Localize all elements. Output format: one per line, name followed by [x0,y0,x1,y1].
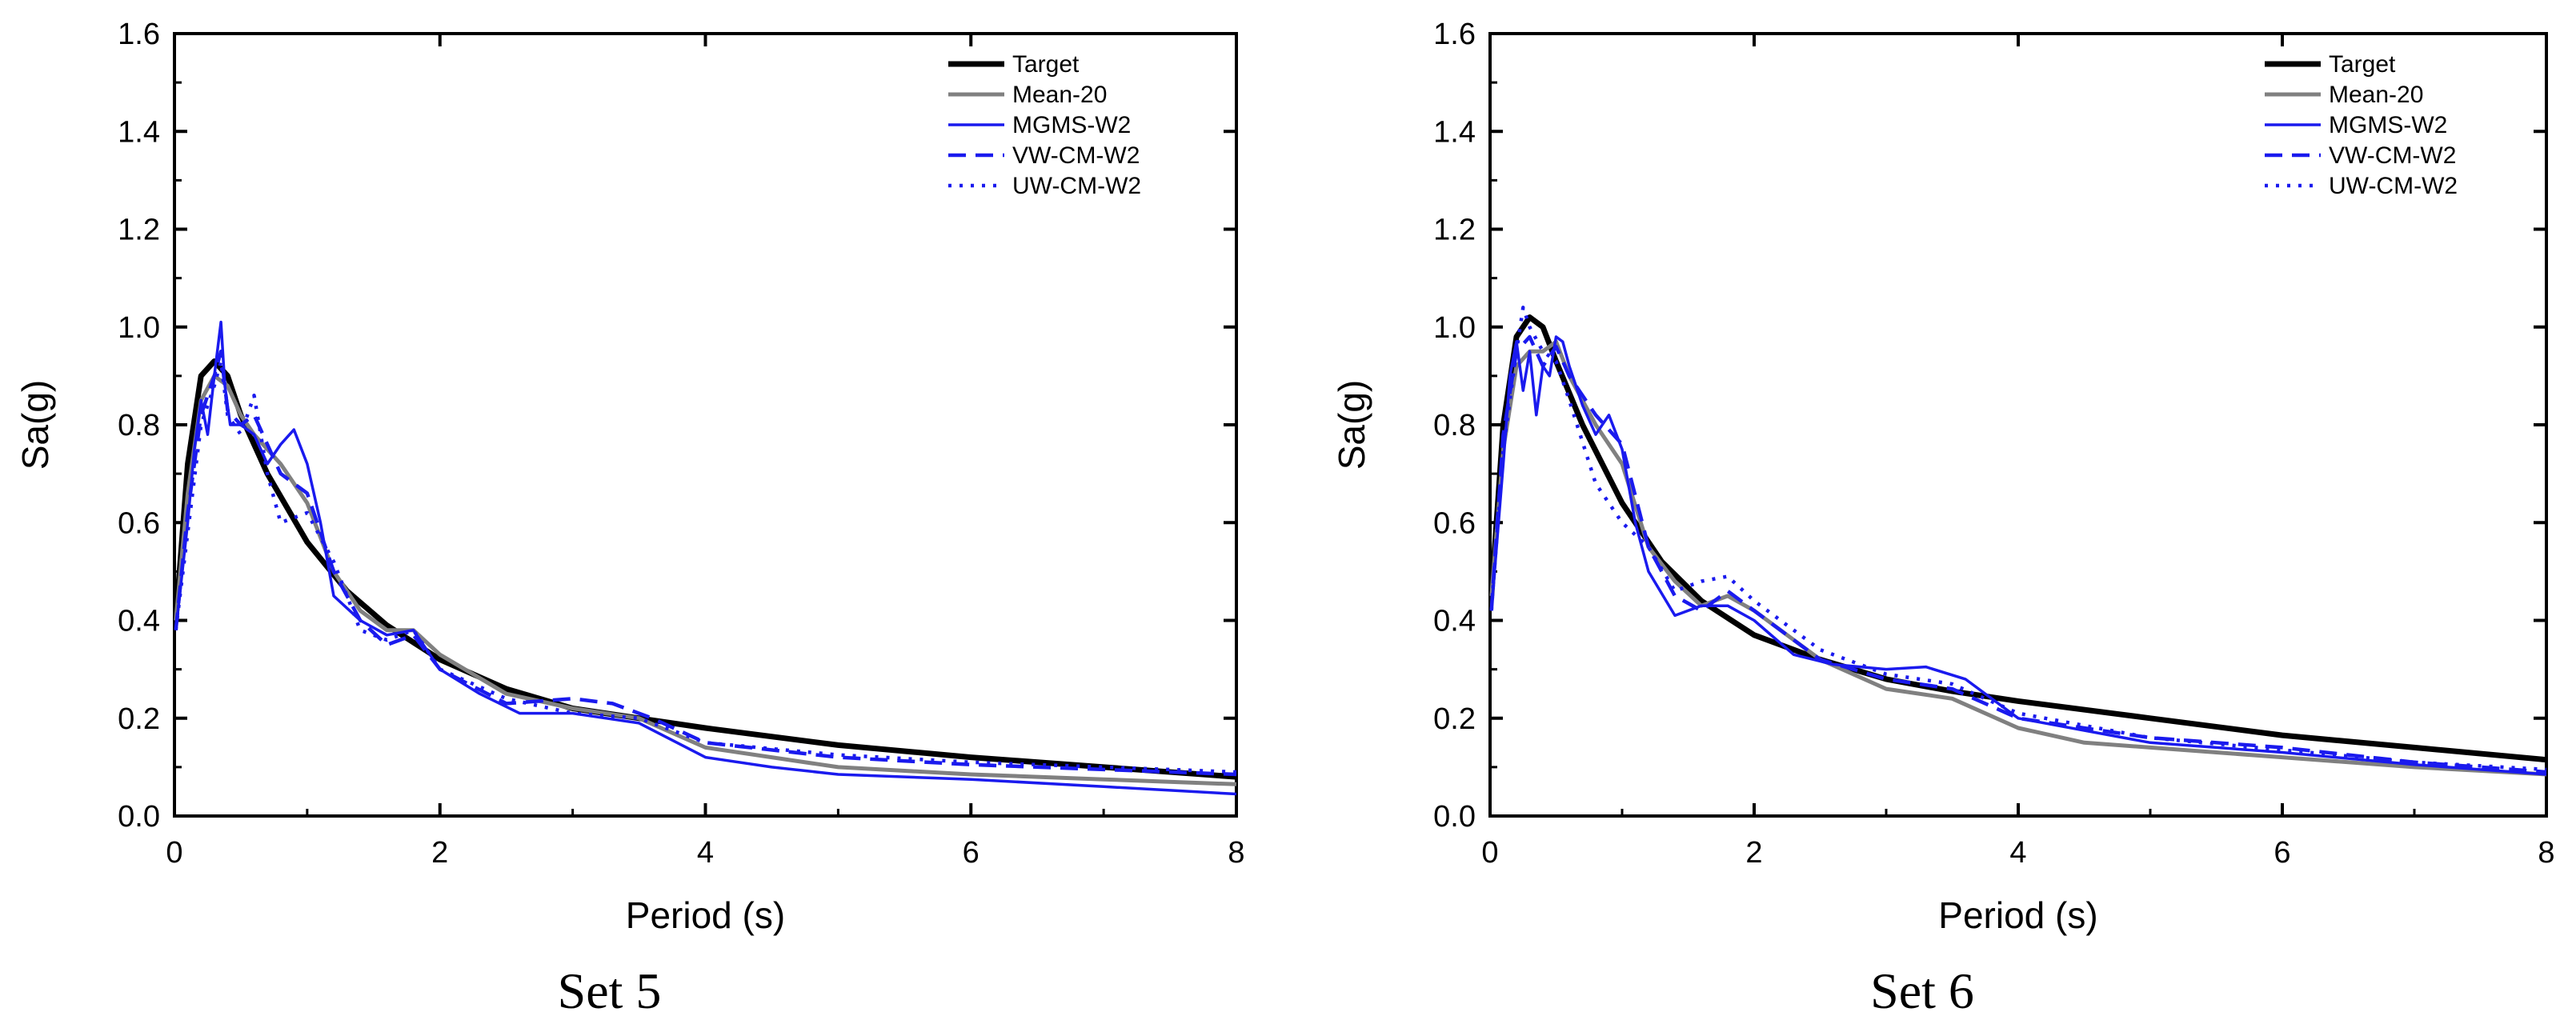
y-axis-label: Sa(g) [14,380,56,470]
chart-set-5: 0.0 0.2 0.4 0.6 0.8 1.0 1.2 1.4 1.6 0 2 4 6 8 Period (… [14,18,1245,1019]
chart-title: Set 5 [558,962,662,1019]
y-tick-label: 1.2 [1433,214,1476,247]
y-tick-label: 0.2 [1433,702,1476,736]
y-tick-label: 0.8 [1433,409,1476,442]
y-tick-label: 0.0 [118,800,160,834]
series-line-mgms-w2 [1489,335,2547,776]
y-tick-label: 0.4 [118,605,160,638]
y-tick-label: 0.6 [1433,506,1476,540]
legend-label-uw-cm-w2: UW-CM-W2 [1012,173,1141,199]
x-tick-label: 2 [1745,836,1762,870]
series-line-vw-cm-w2 [1489,334,2547,774]
y-tick-label: 1.4 [1433,115,1476,149]
series-line-target [1488,314,2547,763]
chart-set-6: 0.0 0.2 0.4 0.6 0.8 1.0 1.2 1.4 1.6 0 2 4 6 8 Period (… [1331,18,2555,1019]
x-tick-label: 8 [2538,836,2554,870]
legend-label-vw-cm-w2: VW-CM-W2 [1012,142,1140,169]
legend-label-uw-cm-w2: UW-CM-W2 [2329,173,2458,199]
y-tick-label: 0.4 [1433,605,1476,638]
chart-title: Set 6 [1870,962,1974,1019]
series-line-target [173,358,1237,780]
x-tick-label: 8 [1228,836,1244,870]
legend-label-mgms-w2: MGMS-W2 [2329,112,2447,138]
y-tick-label: 0.6 [118,506,160,540]
y-tick-label: 1.2 [118,214,160,247]
legend-label-mgms-w2: MGMS-W2 [1012,112,1131,138]
legend-label-mean-20: Mean-20 [2329,82,2423,108]
x-axis-label: Period (s) [626,894,785,936]
x-tick-label: 6 [2274,836,2290,870]
legend-label-vw-cm-w2: VW-CM-W2 [2329,142,2456,169]
x-tick-label: 4 [697,836,714,870]
x-tick-label: 0 [1481,836,1498,870]
y-tick-label: 1.6 [1433,18,1476,51]
series-line-mgms-w2 [174,320,1237,796]
y-tick-label: 1.0 [118,311,160,345]
x-tick-label: 0 [166,836,182,870]
legend-label-target: Target [1012,51,1080,78]
y-tick-label: 1.4 [118,115,160,149]
x-tick-label: 6 [963,836,980,870]
x-tick-label: 2 [431,836,448,870]
y-tick-label: 0.2 [118,702,160,736]
series-line-uw-cm-w2 [174,359,1237,774]
x-axis-label: Period (s) [1938,894,2097,936]
y-tick-label: 0.8 [118,409,160,442]
y-tick-label: 1.0 [1433,311,1476,345]
legend-label-target: Target [2329,51,2396,78]
y-tick-label: 0.0 [1433,800,1476,834]
legend-label-mean-20: Mean-20 [1012,82,1107,108]
series-line-mean-20 [174,374,1237,786]
series-line-mean-20 [1489,339,2547,777]
x-tick-label: 4 [2009,836,2026,870]
y-axis-label: Sa(g) [1331,380,1372,470]
series-line-vw-cm-w2 [174,350,1237,777]
y-tick-label: 1.6 [118,18,160,51]
